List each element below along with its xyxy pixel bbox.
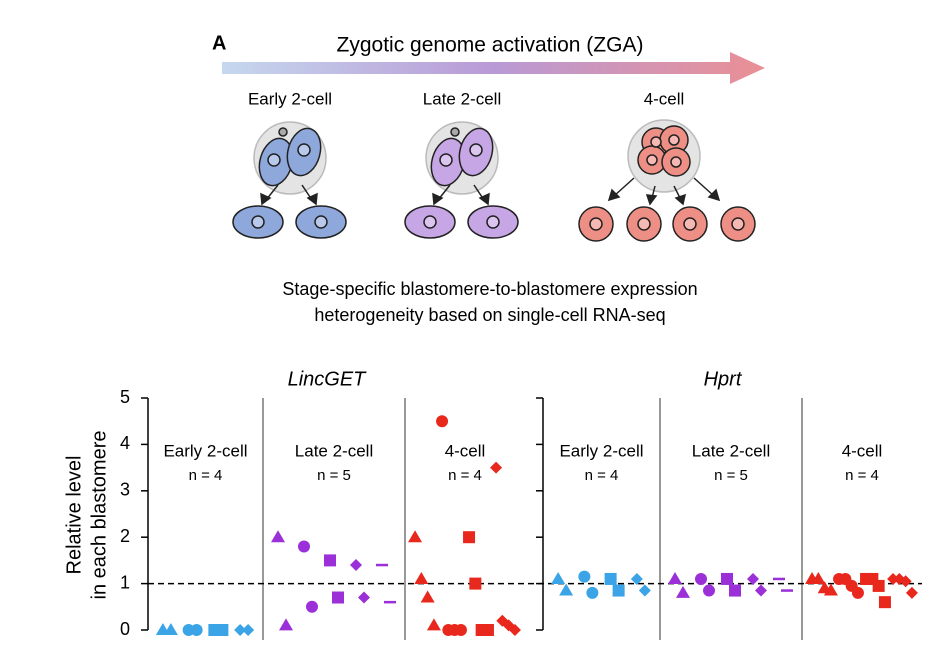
- early-embryo: [232, 121, 347, 239]
- panel-title: LincGET: [288, 368, 368, 390]
- point: [823, 583, 838, 596]
- y-axis-label: in each blastomere: [88, 431, 110, 600]
- y-axis-label: Relative level: [63, 456, 85, 575]
- y-tick-label: 1: [120, 572, 130, 592]
- point: [408, 530, 423, 543]
- point: [216, 624, 229, 636]
- zga-arrow: [222, 52, 765, 84]
- point: [676, 585, 690, 598]
- point: [426, 618, 441, 631]
- point: [905, 586, 918, 599]
- group-label: Early 2-cell: [559, 441, 643, 460]
- group-label: 4-cell: [842, 441, 883, 460]
- point: [872, 579, 885, 592]
- point: [490, 461, 503, 474]
- point: [502, 619, 515, 632]
- stage-label: 4-cell: [644, 89, 685, 108]
- stage-label: Early 2-cell: [248, 89, 332, 108]
- point: [887, 572, 900, 585]
- point: [755, 584, 767, 597]
- group-label: Late 2-cell: [692, 441, 770, 460]
- group-label: Late 2-cell: [295, 441, 373, 460]
- point: [586, 586, 599, 599]
- point: [463, 531, 476, 544]
- point: [695, 572, 707, 585]
- n-label: n = 5: [714, 467, 748, 484]
- point: [469, 577, 482, 590]
- point: [350, 559, 362, 572]
- point: [703, 584, 715, 597]
- point: [414, 571, 429, 584]
- group-label: Early 2-cell: [163, 441, 247, 460]
- point: [508, 624, 521, 636]
- point: [420, 590, 435, 603]
- point: [630, 572, 643, 585]
- n-label: n = 4: [585, 467, 619, 484]
- n-label: n = 5: [317, 467, 351, 484]
- y-tick-label: 3: [120, 480, 130, 500]
- point: [851, 586, 864, 599]
- point: [612, 584, 625, 597]
- point: [729, 584, 741, 597]
- late-embryo: [404, 121, 519, 239]
- n-label: n = 4: [845, 467, 879, 484]
- group-label: 4-cell: [445, 441, 486, 460]
- point: [578, 570, 591, 583]
- stage-label: Late 2-cell: [423, 89, 501, 108]
- point: [721, 572, 733, 585]
- point: [163, 623, 178, 635]
- point: [306, 600, 318, 613]
- y-tick-label: 0: [120, 619, 130, 639]
- point: [234, 624, 247, 636]
- point: [878, 596, 891, 609]
- caption: heterogeneity based on single-cell RNA-s…: [314, 305, 665, 325]
- point: [811, 571, 826, 584]
- point: [638, 584, 651, 597]
- point: [358, 591, 370, 604]
- point: [551, 571, 566, 584]
- point: [899, 575, 912, 588]
- zga-label: Zygotic genome activation (ZGA): [337, 34, 644, 57]
- point: [436, 415, 449, 428]
- y-tick-label: 2: [120, 526, 130, 546]
- point: [481, 624, 494, 636]
- point: [298, 540, 310, 553]
- n-label: n = 4: [189, 467, 223, 484]
- point: [332, 591, 344, 604]
- point: [324, 554, 336, 567]
- point: [242, 624, 255, 636]
- n-label: n = 4: [448, 467, 482, 484]
- caption: Stage-specific blastomere-to-blastomere …: [282, 279, 697, 299]
- point: [454, 624, 467, 636]
- point: [190, 624, 203, 636]
- point: [604, 572, 617, 585]
- point: [271, 530, 285, 543]
- four-cell-embryo: [578, 119, 756, 242]
- point: [279, 618, 293, 631]
- y-tick-label: 5: [120, 387, 130, 407]
- panel-title: Hprt: [704, 368, 743, 390]
- panel-label: A: [212, 32, 226, 54]
- point: [559, 583, 574, 596]
- point: [668, 571, 682, 584]
- point: [747, 572, 759, 585]
- y-tick-label: 4: [120, 433, 130, 453]
